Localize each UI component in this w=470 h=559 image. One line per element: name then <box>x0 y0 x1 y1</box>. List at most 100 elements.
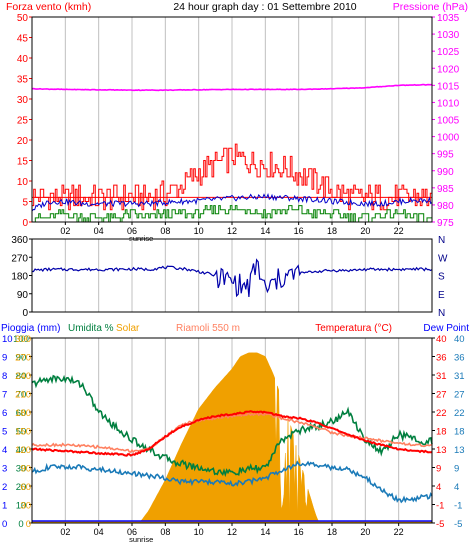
wind-x-tick-label: 16 <box>294 226 304 236</box>
temp-x-sunrise-label: sunrise <box>129 535 153 544</box>
rain-y-tick-label: 5 <box>2 427 7 438</box>
pressure-y-tick-label: 1005 <box>437 116 460 127</box>
temperature-axis-label: Temperatura (°C) <box>315 323 392 334</box>
rain-y-tick-label: 3 <box>2 464 7 475</box>
dew-y-tick-label: 18 <box>454 427 465 438</box>
pressure-axis-label: Pressione (hPa) <box>393 1 468 13</box>
direction-compass-label: S <box>438 272 445 283</box>
dew-y-tick-label: 13 <box>454 445 465 456</box>
rain-y-tick-label: 8 <box>2 371 7 382</box>
rain-axis-label: Pioggia (mm) <box>1 323 60 334</box>
temp-x-tick-label: 16 <box>294 527 304 537</box>
pressure-y-tick-label: 1020 <box>437 64 460 75</box>
pressure-y-tick-label: 1035 <box>437 13 460 24</box>
wind-x-tick-label: 10 <box>194 226 204 236</box>
riamoli-axis-label: Riamoli 550 m <box>176 323 240 334</box>
dew-y-tick-label: -5 <box>454 519 462 530</box>
humidity-y-tick-label: 10 <box>16 501 27 512</box>
pressure-y-tick-label: 985 <box>437 184 454 195</box>
wind-y-tick-label: 5 <box>22 198 28 209</box>
temp-y-tick-label: 31 <box>436 371 447 382</box>
wind-y-tick-label: 30 <box>17 95 29 106</box>
wind-mean-series <box>31 193 433 212</box>
dew-y-tick-label: 40 <box>454 334 465 345</box>
pressure-y-tick-label: 980 <box>437 201 454 212</box>
temp-x-tick-label: 22 <box>394 527 404 537</box>
wind-x-tick-label: 08 <box>160 226 170 236</box>
wind-x-tick-label: 12 <box>227 226 237 236</box>
pressure-y-tick-label: 995 <box>437 150 454 161</box>
dew-y-tick-label: 22 <box>454 408 465 419</box>
wind-x-tick-label: 04 <box>94 226 104 236</box>
rain-y-tick-label: 7 <box>2 390 7 401</box>
pressure-y-tick-label: 1030 <box>437 30 460 41</box>
dew-y-tick-label: 36 <box>454 353 465 364</box>
humidity-y-tick-label: 90 <box>16 353 27 364</box>
dew-point-series <box>31 460 433 504</box>
humidity-series <box>31 374 433 478</box>
wind-y-tick-label: 0 <box>22 218 28 229</box>
direction-compass-label: W <box>438 253 448 264</box>
temp-y-tick-label: 36 <box>436 353 447 364</box>
humidity-y-tick-label: 40 <box>16 445 27 456</box>
direction-y-tick-label: 90 <box>17 290 29 301</box>
humidity-axis-label: Umidita % <box>68 323 114 334</box>
rain-y-tick-label: 4 <box>2 445 7 456</box>
temp-x-tick-label: 14 <box>260 527 270 537</box>
humidity-y-tick-label: 20 <box>16 482 27 493</box>
temp-x-tick-label: 20 <box>360 527 370 537</box>
wind-y-tick-label: 10 <box>17 177 29 188</box>
wind-y-tick-label: 20 <box>17 136 29 147</box>
direction-compass-label: N <box>438 235 445 246</box>
solar-y-tick-label: 210 <box>15 390 31 401</box>
temp-y-tick-label: 40 <box>436 334 447 345</box>
riamoli-series <box>31 411 433 454</box>
pressure-y-tick-label: 1000 <box>437 133 460 144</box>
humidity-y-tick-label: 0 <box>18 519 23 530</box>
direction-series <box>32 258 433 298</box>
dew-y-tick-label: 9 <box>454 464 459 475</box>
solar-y-tick-label: 300 <box>15 334 31 345</box>
temp-x-tick-label: 12 <box>227 527 237 537</box>
temp-x-tick-label: 18 <box>327 527 337 537</box>
wind-gust-series <box>32 143 433 211</box>
temp-y-tick-label: 13 <box>436 445 447 456</box>
solar-series <box>31 352 433 524</box>
temp-y-tick-label: 4 <box>436 482 441 493</box>
humidity-y-tick-label: 80 <box>16 371 27 382</box>
pressure-y-tick-label: 1025 <box>437 47 460 58</box>
dew-y-tick-label: 4 <box>454 482 459 493</box>
solar-y-tick-label: 60 <box>20 482 31 493</box>
temp-y-tick-label: -5 <box>436 519 444 530</box>
pressure-series <box>31 83 433 92</box>
rain-y-tick-label: 1 <box>2 501 7 512</box>
wind-x-tick-label: 06 <box>127 226 137 236</box>
temp-y-tick-label: -1 <box>436 501 444 512</box>
solar-y-tick-label: 180 <box>15 408 31 419</box>
temp-x-tick-label: 04 <box>94 527 104 537</box>
rain-y-tick-label: 9 <box>2 353 7 364</box>
temp-y-tick-label: 9 <box>436 464 441 475</box>
solar-y-tick-label: 270 <box>15 353 31 364</box>
direction-panel-frame <box>31 238 433 313</box>
rain-y-tick-label: 0 <box>2 519 7 530</box>
direction-compass-label: E <box>438 290 445 301</box>
dew-y-tick-label: 31 <box>454 371 465 382</box>
wind-y-tick-label: 45 <box>17 34 29 45</box>
wind-y-tick-label: 50 <box>17 13 29 24</box>
wind-x-tick-label: 14 <box>260 226 270 236</box>
solar-y-tick-label: 120 <box>15 445 31 456</box>
solar-y-tick-label: 0 <box>26 519 31 530</box>
rain-y-tick-label: 2 <box>2 482 7 493</box>
wind-y-tick-label: 15 <box>17 157 29 168</box>
direction-y-tick-label: 0 <box>22 308 28 319</box>
temp-y-tick-label: 18 <box>436 427 447 438</box>
wind-y-tick-label: 40 <box>17 54 29 65</box>
solar-y-tick-label: 240 <box>15 371 31 382</box>
humidity-y-tick-label: 30 <box>16 464 27 475</box>
humidity-y-tick-label: 100 <box>13 334 29 345</box>
pressure-y-tick-label: 1010 <box>437 98 460 109</box>
wind-avg-series <box>32 205 433 223</box>
pressure-y-tick-label: 975 <box>437 218 454 229</box>
pressure-y-tick-label: 1015 <box>437 81 460 92</box>
